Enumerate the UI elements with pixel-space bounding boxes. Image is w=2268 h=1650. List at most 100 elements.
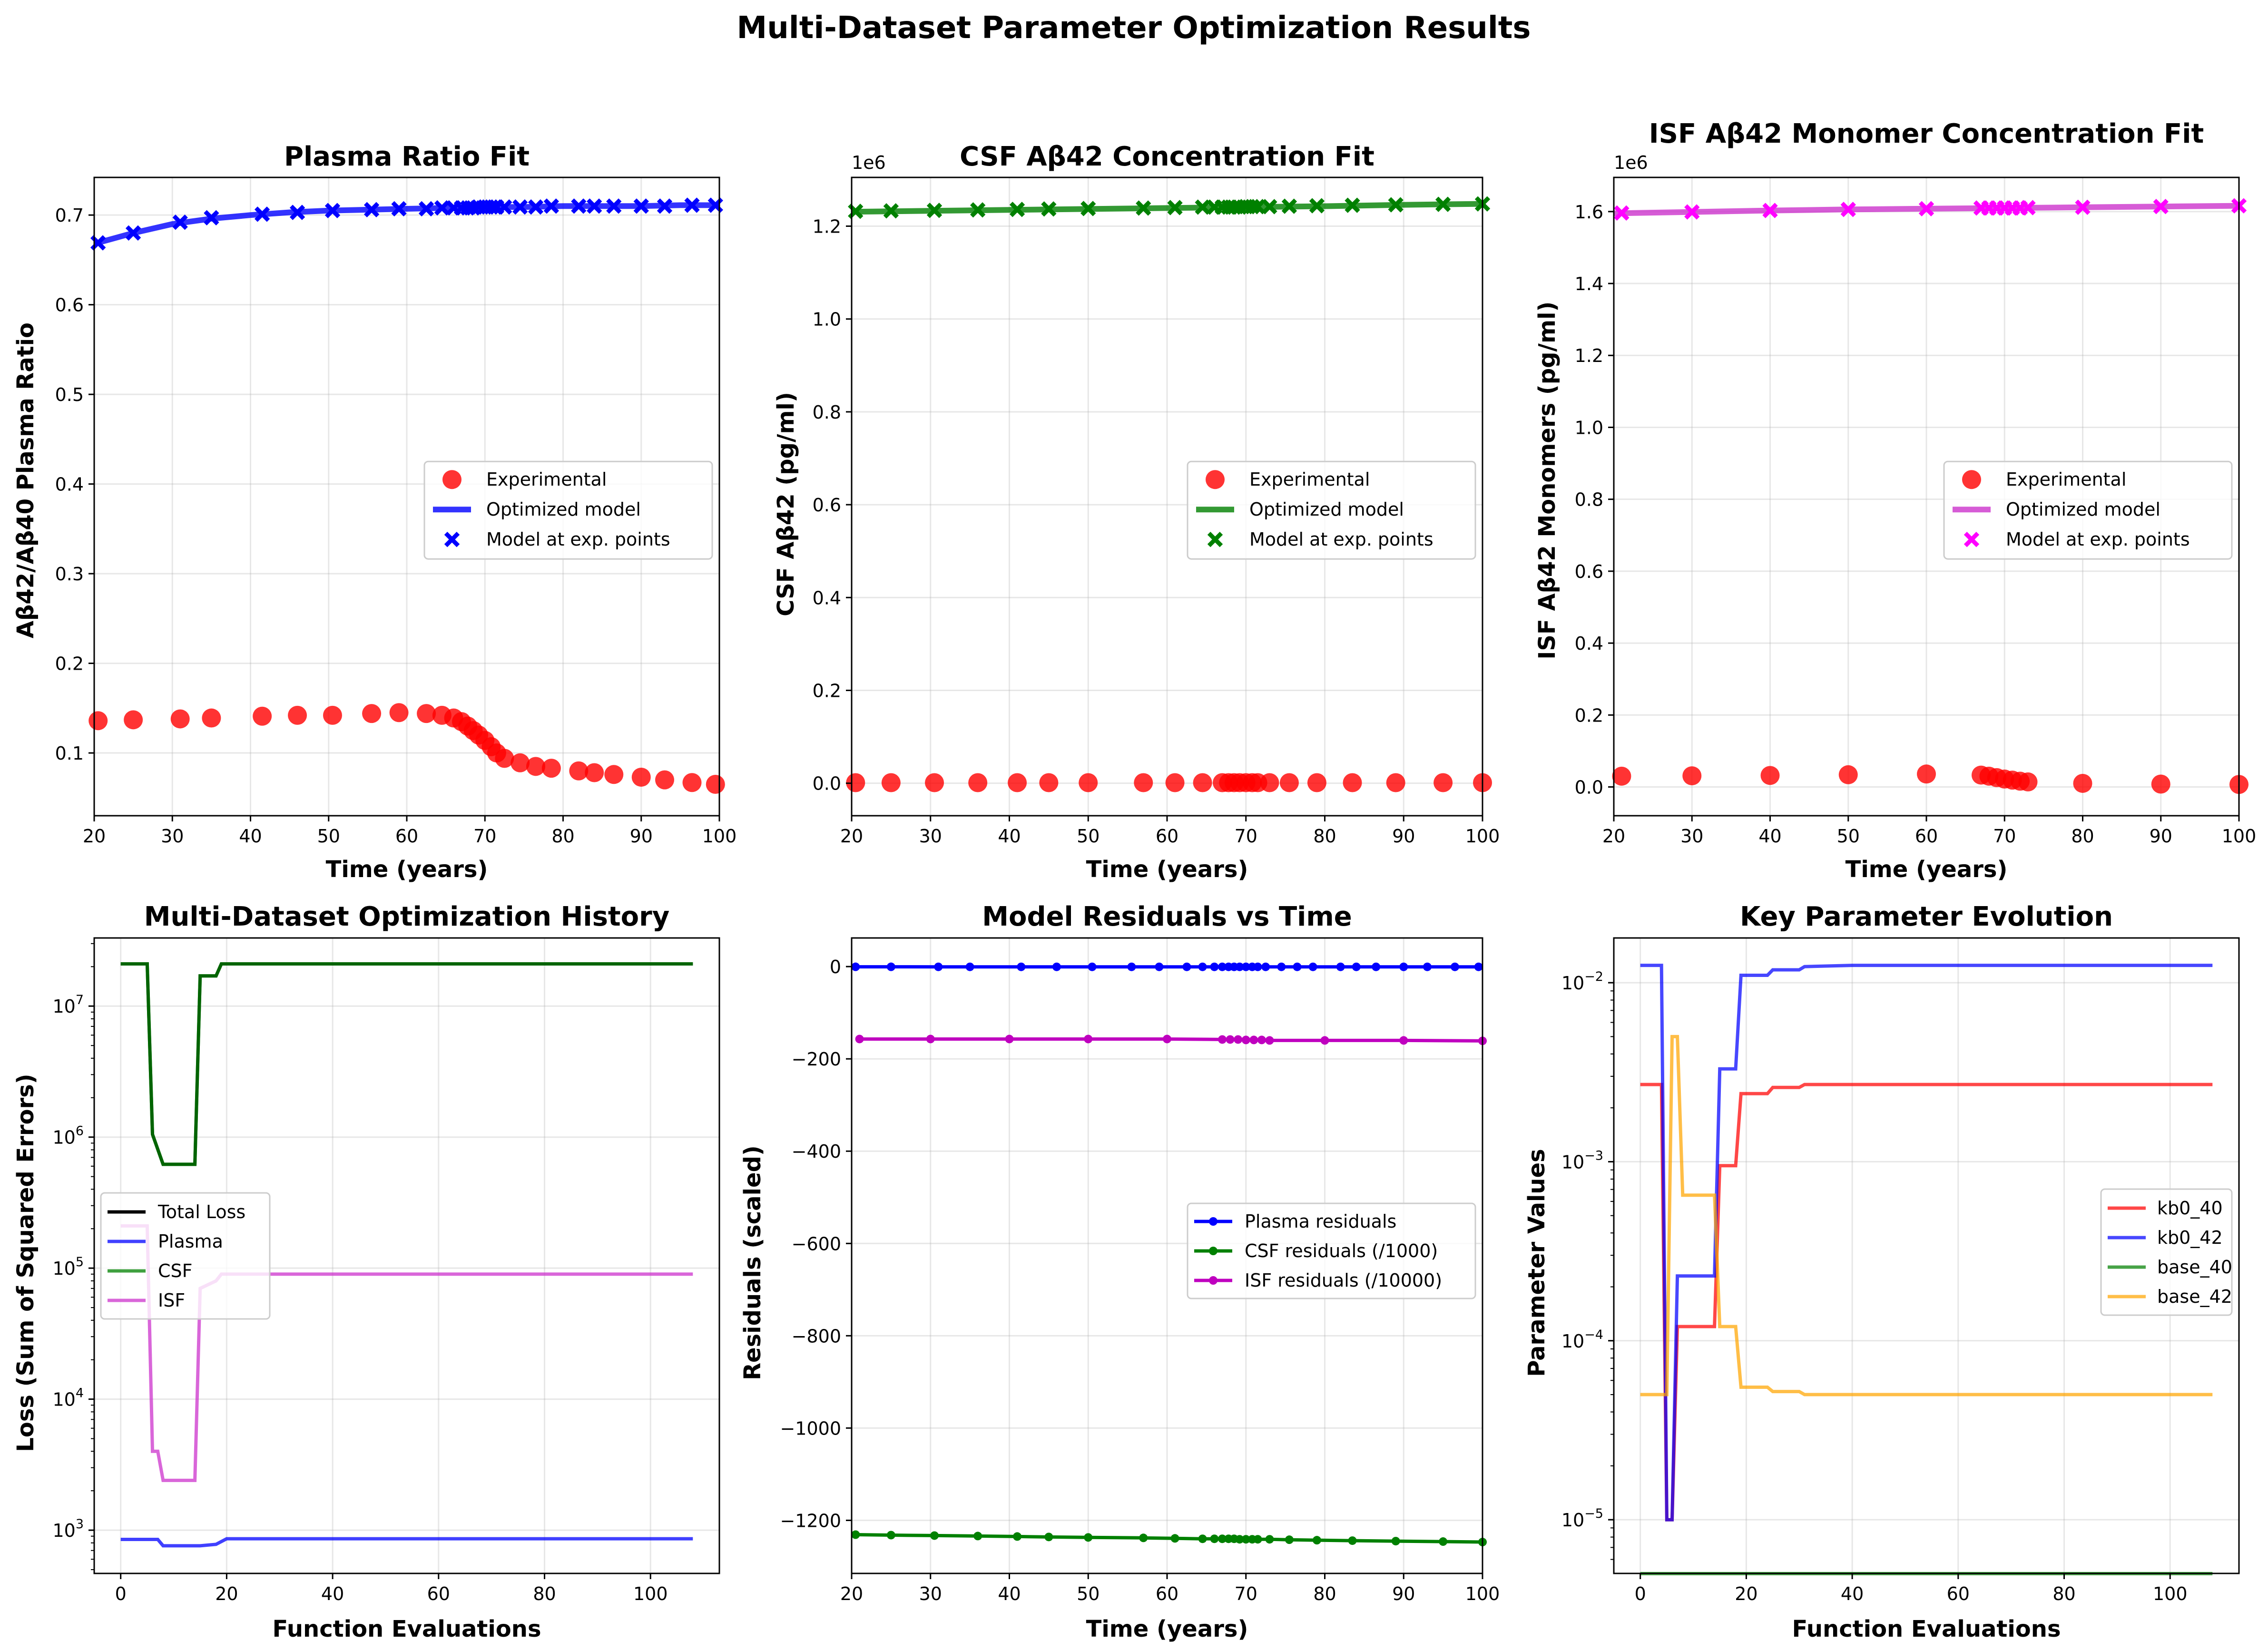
y-axis-label: Loss (Sum of Squared Errors) <box>12 1074 39 1452</box>
model-point-marker <box>1080 201 1096 216</box>
model-point-marker <box>324 203 341 218</box>
panel-csf-concentration-fit: CSF Aβ42 Concentration Fit Time (years) … <box>773 141 1500 883</box>
legend-label: Plasma <box>158 1231 223 1252</box>
y-tick-label: 0.6 <box>55 295 84 316</box>
legend-label: kb0_42 <box>2157 1227 2223 1248</box>
residual-point <box>1399 962 1408 971</box>
residual-point <box>886 1531 895 1540</box>
residual-point <box>1320 1036 1329 1045</box>
x-tick-label: 60 <box>395 826 418 847</box>
legend-label: kb0_40 <box>2157 1198 2223 1219</box>
legend-label: Model at exp. points <box>486 529 670 550</box>
residual-point <box>1261 962 1270 971</box>
y-tick-label: 0.1 <box>55 743 84 764</box>
x-tick-label: 60 <box>427 1583 450 1604</box>
legend-label: Model at exp. points <box>2006 529 2190 550</box>
y-tick-label: 10−5 <box>1561 1506 1603 1531</box>
residual-point <box>1391 1537 1400 1546</box>
y-tick-label: 0.8 <box>1575 489 1603 510</box>
legend-label: Plasma residuals <box>1245 1211 1396 1232</box>
x-tick-label: 80 <box>1313 1583 1336 1604</box>
legend: Experimental Optimized model Model at exp.… <box>423 460 713 560</box>
legend: Total Loss Plasma CSF ISF <box>100 1192 271 1320</box>
y-tick-label: 0.6 <box>1575 561 1603 582</box>
legend-label: Optimized model <box>2006 499 2160 520</box>
y-tick-label: 10−4 <box>1561 1328 1603 1352</box>
residual-point <box>1084 1035 1093 1044</box>
y-tick-label: 10−3 <box>1561 1148 1603 1172</box>
residual-point <box>1127 962 1136 971</box>
residual-point <box>851 962 860 971</box>
axes-frame <box>93 176 720 817</box>
model-point-marker <box>1262 199 1277 215</box>
param-line-base-42 <box>1640 1035 2213 1396</box>
y-tick-label: 0.7 <box>55 205 84 226</box>
legend-experimental-marker <box>1206 470 1225 489</box>
legend-marker <box>1209 1217 1217 1226</box>
experimental-point <box>124 710 143 730</box>
experimental-point <box>1682 766 1702 786</box>
y-tick-label: 105 <box>52 1255 84 1279</box>
panel-title: ISF Aβ42 Monomer Concentration Fit <box>1649 118 2204 149</box>
y-tick-label: 10−2 <box>1561 969 1603 994</box>
legend-model-point-marker <box>1207 532 1223 547</box>
legend-label: base_42 <box>2157 1286 2232 1307</box>
model-point-marker <box>1388 197 1404 213</box>
residual-point <box>1226 1035 1235 1044</box>
x-tick-label: 30 <box>161 826 184 847</box>
y-tick-label: 107 <box>52 993 84 1017</box>
legend-experimental-marker <box>1962 470 1981 489</box>
y-tick-label: 1.6 <box>1575 202 1603 223</box>
model-point-marker <box>1250 199 1266 215</box>
param-line-kb0-42 <box>1640 964 2213 1522</box>
experimental-point <box>323 705 342 725</box>
model-point-marker <box>172 215 188 230</box>
x-tick-label: 60 <box>1156 826 1178 847</box>
model-point-marker <box>254 206 270 222</box>
axes-frame <box>851 937 1483 1574</box>
x-tick-label: 20 <box>840 826 863 847</box>
x-tick-label: 20 <box>1735 1583 1757 1604</box>
experimental-point <box>1279 773 1299 792</box>
model-point-marker <box>1167 200 1183 215</box>
residual-point <box>1439 1537 1448 1546</box>
experimental-point <box>968 773 988 792</box>
x-axis-label: Function Evaluations <box>1792 1616 2061 1642</box>
model-point-marker <box>1614 205 1630 221</box>
experimental-point <box>511 753 530 772</box>
residual-point <box>1265 1535 1274 1544</box>
x-tick-label: 20 <box>840 1583 863 1604</box>
model-point-marker <box>418 201 434 217</box>
x-tick-label: 100 <box>702 826 737 847</box>
model-point-marker <box>497 199 512 215</box>
residual-point <box>1013 1532 1022 1541</box>
experimental-point <box>846 773 865 792</box>
y-tick-label: 106 <box>52 1124 84 1148</box>
x-tick-label: 50 <box>1077 1583 1100 1604</box>
experimental-point <box>495 749 514 768</box>
x-tick-label: 80 <box>2052 1583 2075 1604</box>
x-tick-label: 30 <box>919 1583 942 1604</box>
residual-point <box>886 962 895 971</box>
model-point-marker <box>633 198 649 214</box>
model-point-marker <box>587 198 602 214</box>
experimental-point <box>541 759 561 778</box>
model-point-marker <box>1918 201 1934 216</box>
experimental-point <box>1079 773 1098 792</box>
experimental-point <box>253 706 272 726</box>
experimental-point <box>1260 773 1279 792</box>
experimental-point <box>1343 773 1362 792</box>
residual-point <box>1277 962 1286 971</box>
model-point-marker <box>1009 202 1025 217</box>
residual-point <box>1285 1535 1294 1544</box>
axes-frame <box>851 176 1483 817</box>
legend-experimental-marker <box>442 470 461 489</box>
residual-point <box>1210 962 1219 971</box>
model-point-marker <box>1840 202 1856 217</box>
axes-frame <box>1613 937 2240 1574</box>
experimental-point <box>1612 766 1631 786</box>
residual-point <box>1312 1536 1321 1545</box>
legend-label: Experimental <box>486 469 607 490</box>
residual-point <box>1084 1533 1093 1542</box>
x-tick-label: 100 <box>1465 1583 1500 1604</box>
